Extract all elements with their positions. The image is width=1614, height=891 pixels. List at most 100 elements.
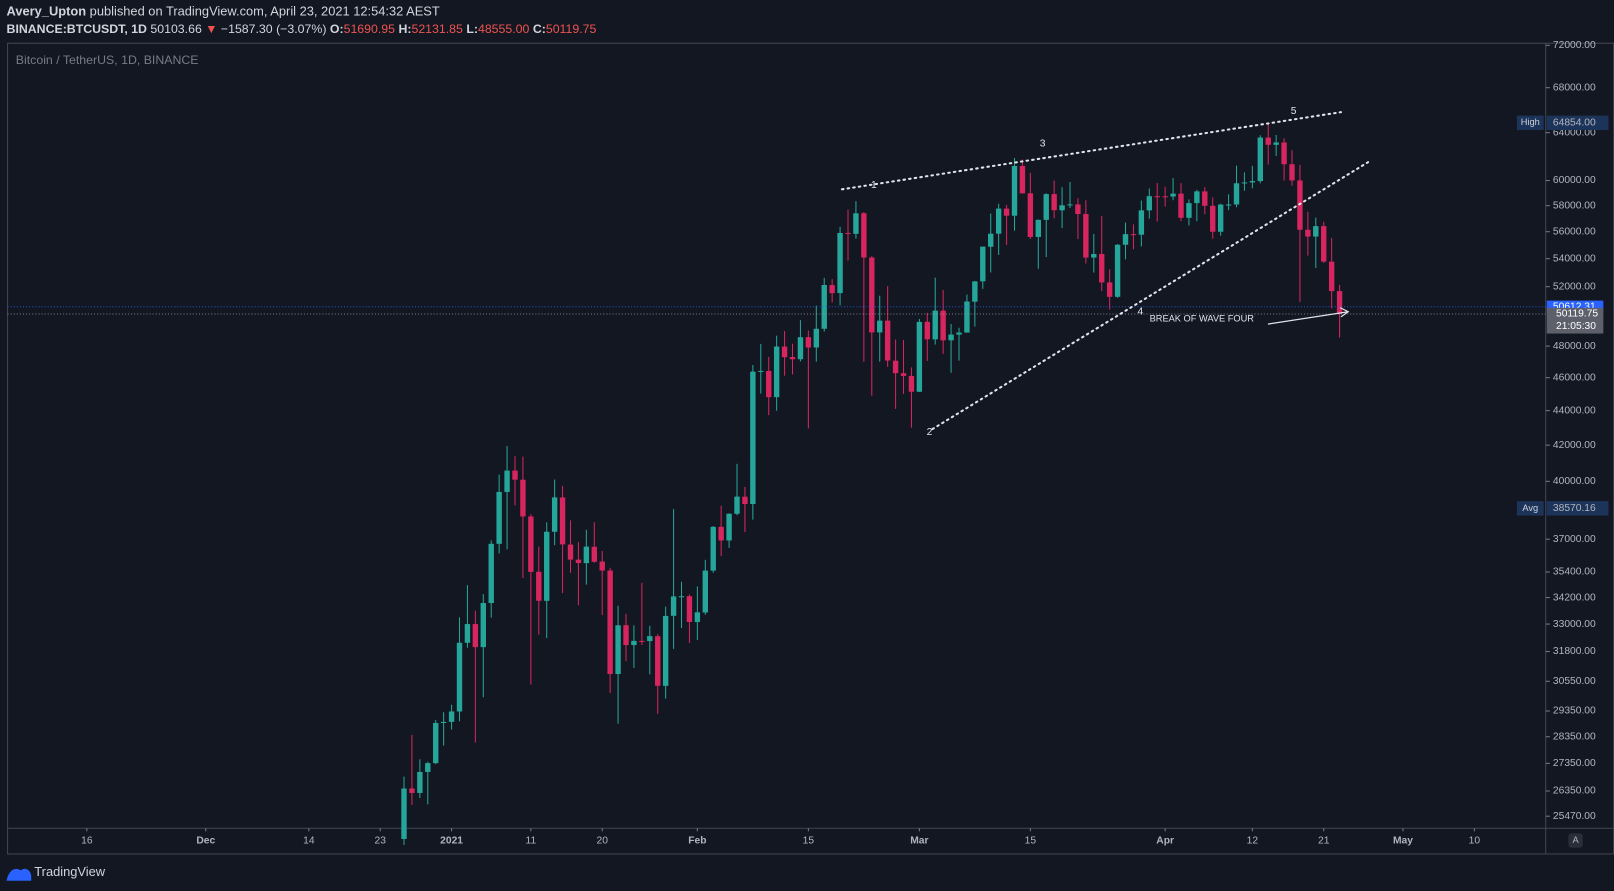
y-tick-label: 28350.00 <box>1553 731 1596 742</box>
candle-body <box>932 310 938 340</box>
candle-body <box>1122 234 1129 245</box>
price-line-box <box>1546 115 1609 131</box>
lower-trend-line <box>931 159 1372 431</box>
candle-body <box>781 346 788 358</box>
annotation: BREAK OF WAVE FOUR <box>1150 313 1255 323</box>
candle-body <box>773 346 780 398</box>
candle-body <box>916 321 923 392</box>
candle-body <box>615 625 621 674</box>
candle-body <box>1321 226 1327 262</box>
candle-body <box>1336 291 1343 315</box>
auto-scale-button[interactable] <box>1568 833 1583 848</box>
candle-body <box>924 321 930 340</box>
y-tick-label: 33000.00 <box>1553 619 1596 630</box>
candle-body <box>1178 193 1184 218</box>
candle-body <box>956 332 962 335</box>
candle-body <box>1162 196 1168 198</box>
candle-body <box>1154 196 1160 198</box>
candle-body <box>908 375 915 392</box>
candle-body <box>853 213 859 234</box>
auto-scale-label[interactable]: A <box>1572 835 1579 845</box>
candle-body <box>425 763 431 772</box>
x-tick-label: 15 <box>1025 835 1037 846</box>
candle-body <box>1027 193 1034 237</box>
price-line-name: High <box>1521 117 1540 127</box>
candle-body <box>528 516 534 572</box>
candle-body <box>1186 203 1192 218</box>
h: 52131.85 <box>411 22 463 36</box>
candle-body <box>504 470 510 492</box>
price-axis: 72000.00 68000.00 64000.00 60000.00 58000.00… <box>1516 40 1609 822</box>
price: 50103.66 <box>150 22 202 36</box>
candle-body <box>1305 229 1311 237</box>
candle-body <box>884 320 891 361</box>
candle-body <box>1281 142 1287 165</box>
candle-body <box>1202 191 1208 206</box>
candle-body <box>1225 204 1232 206</box>
candle-body <box>734 496 740 514</box>
logo <box>6 868 32 881</box>
h-label: H: <box>398 22 411 36</box>
candle-body <box>1257 137 1263 182</box>
candle-body <box>544 531 550 601</box>
candle-body <box>551 497 558 532</box>
candle-body <box>409 788 415 793</box>
x-tick-label: 23 <box>375 835 387 846</box>
candle-body <box>583 546 590 564</box>
wave-label: 3 <box>1040 139 1046 150</box>
candle-body <box>488 543 494 603</box>
candle-body <box>678 596 685 598</box>
candle-body <box>662 615 669 686</box>
candle-body <box>433 722 439 764</box>
candle-body <box>1019 165 1026 194</box>
candle-body <box>1130 234 1137 236</box>
candle-body <box>1011 165 1018 216</box>
y-tick-label: 46000.00 <box>1553 372 1596 383</box>
candle-body <box>623 625 629 646</box>
x-tick-label: 16 <box>81 835 93 846</box>
y-tick-label: 68000.00 <box>1553 82 1596 93</box>
x-tick-label: 14 <box>303 835 315 846</box>
x-tick-label: May <box>1393 835 1413 846</box>
drawings <box>840 111 1372 431</box>
candle-body <box>1003 208 1010 216</box>
wave-label: 4 <box>1137 306 1143 317</box>
symbol: BINANCE:BTCUSDT, 1D <box>7 22 148 36</box>
y-tick-label: 42000.00 <box>1553 440 1596 451</box>
brand: TradingView <box>34 864 105 879</box>
candle-body <box>1289 164 1295 181</box>
candle-body <box>1210 205 1216 232</box>
candle-body <box>1099 254 1105 283</box>
candle-body <box>655 636 661 686</box>
arrow-line <box>1267 311 1349 325</box>
candle-body <box>710 526 716 571</box>
x-tick-label: Feb <box>688 835 706 846</box>
candle-body <box>1146 196 1152 211</box>
candle-body <box>1217 204 1224 232</box>
candle-body <box>1241 182 1248 184</box>
candle-body <box>861 213 867 258</box>
x-tick-label: 10 <box>1469 835 1481 846</box>
candle-body <box>694 612 701 622</box>
y-tick-label: 35400.00 <box>1553 567 1596 578</box>
candle-body <box>845 232 851 234</box>
candle-body <box>686 596 693 622</box>
c: 50119.75 <box>546 22 597 36</box>
candle-body <box>972 281 978 302</box>
l: 48555.00 <box>478 22 530 36</box>
candle-body <box>797 337 804 360</box>
wave-label: 5 <box>1291 106 1297 117</box>
x-tick-label: 11 <box>526 835 537 846</box>
candle-body <box>520 479 526 517</box>
candle-body <box>1043 194 1049 220</box>
y-tick-label: 58000.00 <box>1553 200 1596 211</box>
candle-body <box>877 320 883 333</box>
price-line-tag <box>1516 501 1544 516</box>
candle-body <box>599 561 605 571</box>
c-label: C: <box>533 22 546 36</box>
x-tick-label: 20 <box>597 835 609 846</box>
l-label: L: <box>466 22 478 36</box>
y-tick-label: 27350.00 <box>1553 758 1596 769</box>
